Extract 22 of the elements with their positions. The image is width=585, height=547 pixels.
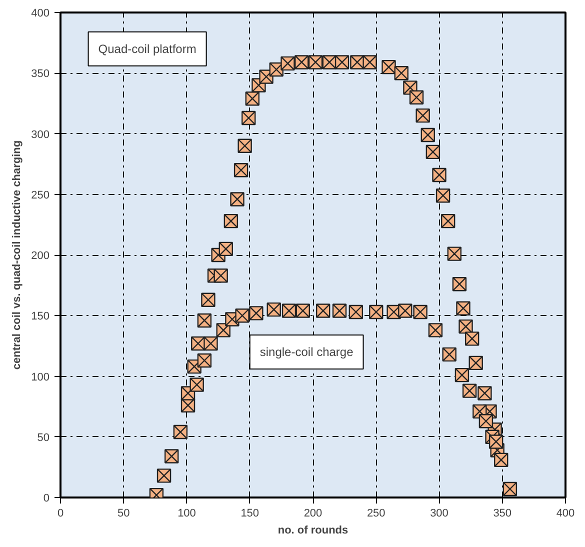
x-tick-label: 100 <box>178 508 196 520</box>
x-tick-label: 50 <box>118 508 130 520</box>
y-tick-label: 150 <box>31 310 50 323</box>
y-tick-label: 350 <box>31 68 50 80</box>
x-tick-label: 0 <box>57 508 64 520</box>
y-tick-label: 200 <box>31 250 50 262</box>
y-tick-label: 0 <box>43 492 50 504</box>
x-tick-label: 200 <box>304 508 322 520</box>
annotation: Quad-coil platform <box>98 42 196 56</box>
y-tick-label: 250 <box>31 189 50 202</box>
y-tick-label: 300 <box>31 128 50 141</box>
y-tick-label: 400 <box>31 8 50 20</box>
y-axis-title: central coil vs. quad-coil inductive charging <box>11 140 24 370</box>
x-axis-title: no. of rounds <box>278 524 348 536</box>
x-tick-label: 150 <box>240 508 260 520</box>
x-tick-label: 250 <box>366 508 386 520</box>
x-tick-label: 300 <box>430 508 448 520</box>
x-tick-label: 350 <box>493 508 512 520</box>
y-tick-label: 100 <box>31 371 50 384</box>
annotation: single-coil charge <box>260 345 354 359</box>
x-tick-label: 400 <box>556 508 575 520</box>
y-tick-label: 50 <box>37 432 50 444</box>
